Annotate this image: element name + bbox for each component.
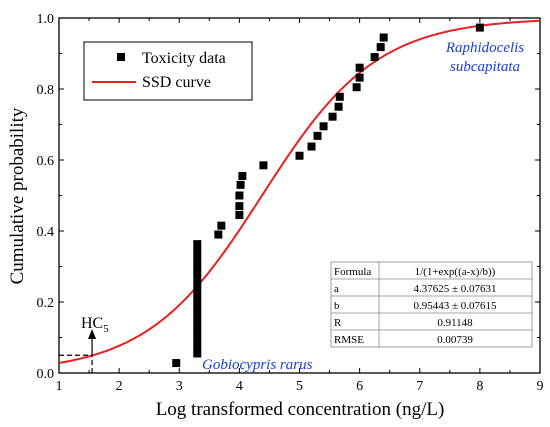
annotation-raphidocelis: Raphidocelis xyxy=(445,40,524,56)
hc5-label: HC5 xyxy=(81,315,109,335)
y-tick-label: 0.4 xyxy=(37,225,55,240)
fit-table-box xyxy=(330,261,533,348)
y-tick-label: 1.0 xyxy=(37,12,55,27)
toxicity-data-point xyxy=(193,255,202,264)
x-tick-label: 5 xyxy=(296,379,303,394)
x-tick-label: 2 xyxy=(116,379,123,394)
fit-table-key-a: a xyxy=(334,283,339,295)
toxicity-data-point xyxy=(355,73,364,82)
toxicity-data-point xyxy=(217,221,226,230)
ssd-curve xyxy=(58,19,541,364)
y-tick-labels: 0.0 0.2 0.4 0.6 0.8 1.0 xyxy=(37,12,55,382)
toxicity-data-point xyxy=(319,122,328,131)
toxicity-data-point xyxy=(376,43,385,52)
toxicity-data-point xyxy=(238,171,247,180)
toxicity-data-point xyxy=(235,191,244,200)
toxicity-data-point xyxy=(193,326,202,335)
fit-table-value-rmse: 0.00739 xyxy=(437,334,473,346)
toxicity-data-point xyxy=(193,349,202,358)
fit-table-value-formula: 1/(1+exp((a-x)/b)) xyxy=(415,266,496,278)
x-tick-labels: 1 2 3 4 5 6 7 8 9 xyxy=(56,379,544,394)
x-tick-label: 7 xyxy=(416,379,423,394)
toxicity-data-point xyxy=(328,112,337,121)
toxicity-data-point xyxy=(334,102,343,111)
legend-label-ssd: SSD curve xyxy=(142,74,211,91)
fit-table-value-b: 0.95443 ± 0.07615 xyxy=(413,300,497,312)
annotation-gobiocypris: Gobiocypris rarus xyxy=(202,357,313,373)
toxicity-data-point xyxy=(475,23,484,32)
toxicity-data-point xyxy=(335,92,344,101)
toxicity-data-point xyxy=(193,341,202,350)
toxicity-data-point xyxy=(193,263,202,272)
toxicity-data-point xyxy=(193,240,202,249)
y-tick-label: 0.6 xyxy=(37,154,55,169)
y-tick-label: 0.2 xyxy=(37,296,55,311)
hc5-arrow-head xyxy=(88,329,97,339)
x-tick-label: 9 xyxy=(537,379,544,394)
hc5-marker xyxy=(59,329,97,373)
toxicity-data-point xyxy=(193,247,202,256)
toxicity-data-point xyxy=(193,302,202,311)
fit-table-key-r: R xyxy=(334,317,342,329)
toxicity-data-point xyxy=(352,83,361,92)
annotation-subcapitata: subcapitata xyxy=(450,59,520,75)
toxicity-data-point xyxy=(193,286,202,295)
fit-table-key-b: b xyxy=(334,300,340,312)
toxicity-data-point xyxy=(193,310,202,319)
legend-box xyxy=(83,41,253,101)
legend: Toxicity data SSD curve xyxy=(83,41,253,101)
toxicity-data-point xyxy=(295,151,304,160)
toxicity-data-point xyxy=(235,211,244,220)
y-tick-label: 0.8 xyxy=(37,83,55,98)
toxicity-data-point xyxy=(307,142,316,151)
x-tick-label: 8 xyxy=(476,379,483,394)
x-tick-label: 3 xyxy=(176,379,183,394)
y-tick-label: 0.0 xyxy=(37,367,55,382)
fit-table-key-formula: Formula xyxy=(334,266,371,278)
toxicity-data-point xyxy=(214,230,223,239)
axis-ticks xyxy=(58,17,541,374)
toxicity-data-point xyxy=(172,359,181,368)
x-tick-label: 4 xyxy=(236,379,243,394)
fit-table: Formula 1/(1+exp((a-x)/b)) a 4.37625 ± 0… xyxy=(330,261,533,348)
ssd-curve-group xyxy=(58,19,541,364)
toxicity-data-point xyxy=(236,180,245,189)
toxicity-data-point xyxy=(235,202,244,211)
toxicity-data-point xyxy=(193,318,202,327)
legend-square-marker xyxy=(117,53,125,61)
legend-label-toxicity: Toxicity data xyxy=(142,50,226,67)
x-tick-label: 6 xyxy=(356,379,363,394)
toxicity-data-point xyxy=(259,161,268,170)
toxicity-data-point xyxy=(193,333,202,342)
toxicity-data-point xyxy=(355,63,364,72)
toxicity-data-point xyxy=(379,33,388,42)
y-axis-label: Cumulative probability xyxy=(7,107,28,284)
fit-table-key-rmse: RMSE xyxy=(334,334,364,346)
x-tick-label: 1 xyxy=(56,379,63,394)
hc5-subscript: 5 xyxy=(103,323,109,335)
fit-table-value-a: 4.37625 ± 0.07631 xyxy=(413,283,496,295)
toxicity-points xyxy=(172,23,484,368)
toxicity-data-point xyxy=(313,131,322,140)
toxicity-data-point xyxy=(370,53,379,62)
toxicity-data-point xyxy=(193,279,202,288)
toxicity-data-point xyxy=(193,271,202,280)
x-axis-label: Log transformed concentration (ng/L) xyxy=(156,399,445,420)
toxicity-data-point xyxy=(193,294,202,303)
fit-table-value-r: 0.91148 xyxy=(437,317,473,329)
